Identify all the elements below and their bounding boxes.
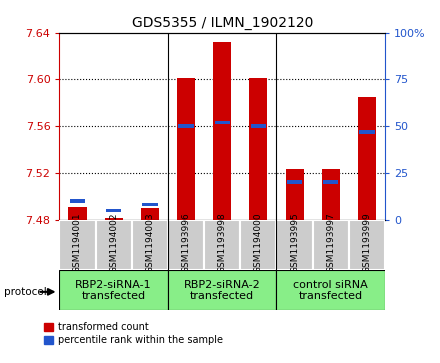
- FancyBboxPatch shape: [313, 220, 349, 270]
- Text: GSM1194003: GSM1194003: [145, 212, 154, 273]
- Bar: [286, 170, 304, 220]
- Bar: [358, 97, 376, 220]
- Text: GSM1194001: GSM1194001: [73, 212, 82, 273]
- FancyBboxPatch shape: [204, 220, 240, 270]
- Bar: [105, 219, 123, 220]
- Text: GSM1193995: GSM1193995: [290, 212, 299, 273]
- Bar: [141, 208, 159, 220]
- Bar: [59, 270, 168, 310]
- Bar: [251, 125, 266, 128]
- FancyBboxPatch shape: [59, 220, 95, 270]
- FancyBboxPatch shape: [349, 220, 385, 270]
- Legend: transformed count, percentile rank within the sample: transformed count, percentile rank withi…: [44, 322, 223, 345]
- Text: RBP2-siRNA-2
transfected: RBP2-siRNA-2 transfected: [184, 280, 260, 301]
- Bar: [249, 78, 268, 220]
- Title: GDS5355 / ILMN_1902120: GDS5355 / ILMN_1902120: [132, 16, 313, 30]
- Bar: [142, 203, 158, 207]
- FancyBboxPatch shape: [276, 220, 313, 270]
- Bar: [322, 170, 340, 220]
- Bar: [106, 208, 121, 212]
- Bar: [323, 180, 338, 184]
- Text: GSM1193996: GSM1193996: [182, 212, 191, 273]
- Bar: [359, 130, 374, 134]
- Bar: [276, 270, 385, 310]
- FancyBboxPatch shape: [168, 220, 204, 270]
- Text: protocol: protocol: [4, 287, 47, 297]
- Bar: [70, 199, 85, 203]
- Text: GSM1194000: GSM1194000: [254, 212, 263, 273]
- Text: control siRNA
transfected: control siRNA transfected: [293, 280, 368, 301]
- Bar: [69, 207, 87, 220]
- Bar: [168, 270, 276, 310]
- Text: GSM1194002: GSM1194002: [109, 212, 118, 273]
- Bar: [213, 42, 231, 220]
- Text: GSM1193999: GSM1193999: [363, 212, 371, 273]
- Text: GSM1193998: GSM1193998: [218, 212, 227, 273]
- Bar: [287, 180, 302, 184]
- Text: RBP2-siRNA-1
transfected: RBP2-siRNA-1 transfected: [75, 280, 152, 301]
- FancyBboxPatch shape: [240, 220, 276, 270]
- FancyBboxPatch shape: [95, 220, 132, 270]
- Bar: [178, 125, 194, 128]
- Text: GSM1193997: GSM1193997: [326, 212, 335, 273]
- Bar: [215, 121, 230, 124]
- FancyBboxPatch shape: [132, 220, 168, 270]
- Bar: [177, 78, 195, 220]
